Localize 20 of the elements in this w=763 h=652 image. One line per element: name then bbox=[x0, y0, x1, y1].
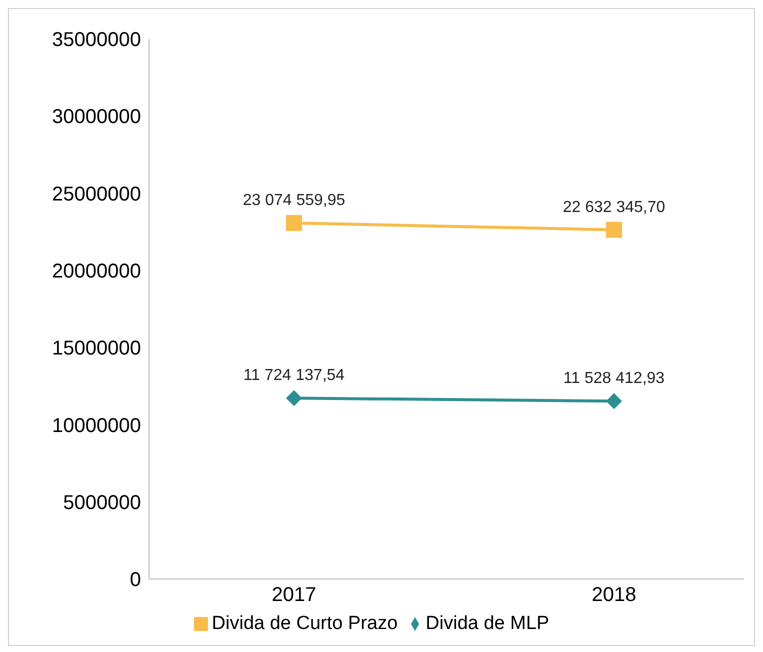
legend-label: Divida de MLP bbox=[426, 613, 550, 634]
point bbox=[286, 390, 302, 406]
data-label: 22 632 345,70 bbox=[562, 198, 666, 216]
y-tick-label: 20000000 bbox=[52, 260, 141, 283]
point bbox=[606, 222, 622, 238]
y-tick-label: 35000000 bbox=[52, 29, 141, 52]
y-tick-label: 5000000 bbox=[63, 492, 141, 514]
point bbox=[606, 393, 622, 410]
y-tick-label: 30000000 bbox=[52, 106, 141, 128]
data-label: 11 528 412,93 bbox=[563, 370, 665, 388]
point bbox=[286, 214, 302, 231]
data-label: 11 724 137,54 bbox=[243, 367, 345, 384]
y-tick-label: 15000000 bbox=[52, 338, 141, 360]
y-tick-label: 0 bbox=[130, 569, 141, 592]
y-tick-label: 25000000 bbox=[52, 183, 141, 206]
y-tick-label: 10000000 bbox=[52, 414, 141, 437]
x-tick-label: 2017 bbox=[272, 584, 316, 606]
legend-label: Divida de Curto Prazo bbox=[212, 613, 398, 634]
x-tick-label: 2018 bbox=[592, 584, 636, 606]
data-label: 23 074 559,95 bbox=[242, 192, 346, 209]
